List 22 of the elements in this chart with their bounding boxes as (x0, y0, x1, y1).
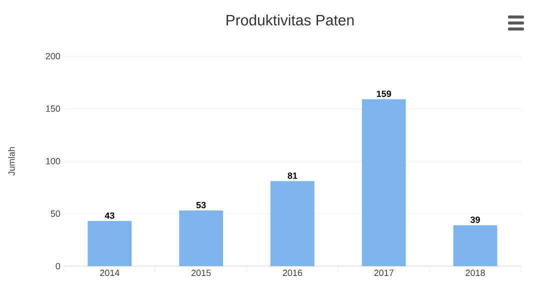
data-label: 53 (196, 202, 206, 208)
bar (453, 225, 498, 266)
bar (88, 220, 132, 266)
bar (270, 181, 314, 266)
y-tick-label: 150 (46, 105, 60, 112)
y-tick-label: 0 (56, 262, 60, 270)
data-label: 39 (470, 216, 480, 223)
y-tick-label: 200 (46, 52, 60, 60)
x-tick-label: 2018 (466, 270, 485, 276)
x-tick-label: 2017 (374, 270, 394, 276)
x-tick-label: 2016 (282, 270, 302, 276)
data-label: 81 (288, 172, 298, 179)
y-tick-label: 50 (50, 210, 60, 217)
bar (362, 99, 406, 266)
x-tick-label: 2014 (100, 270, 120, 276)
bar (179, 210, 224, 266)
y-axis-title: Jumlah (8, 147, 15, 176)
chart-title: Produktivitas Paten (226, 14, 354, 26)
y-tick-label: 100 (46, 158, 60, 164)
x-tick-label: 2015 (192, 270, 211, 276)
data-label: 159 (376, 90, 392, 97)
data-label: 43 (104, 212, 114, 219)
